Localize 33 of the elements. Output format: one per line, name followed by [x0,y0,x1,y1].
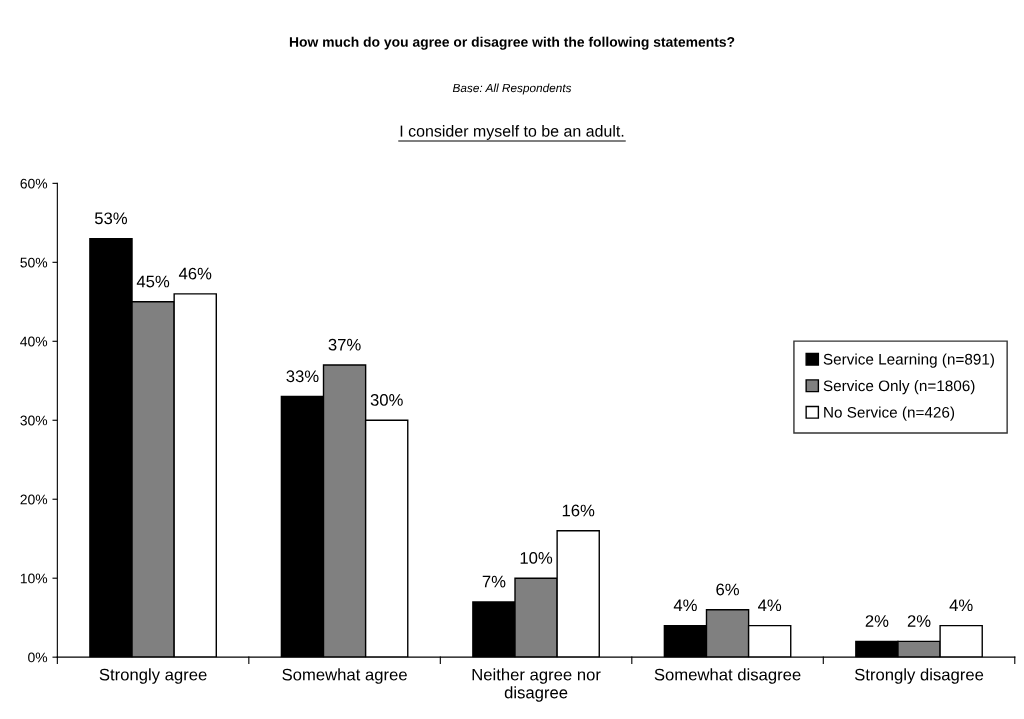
data-label: 16% [562,504,595,517]
chart-title: How much do you agree or disagree with the following statements? [289,36,735,50]
data-label: 45% [136,275,170,288]
data-label: 37% [328,338,361,351]
y-tick-label: 50% [20,257,48,268]
y-tick-label: 0% [28,652,48,663]
x-tick-label: Neither agree nor disagree [472,668,601,702]
data-label: 30% [370,394,403,406]
legend-label: Service Only (n=1806) [823,380,975,395]
data-label: 10% [520,551,553,564]
legend-label: No Service (n=426) [824,406,955,421]
text: I consider myself to be an adult. [400,125,624,140]
y-tick-label: 20% [20,494,48,505]
chart-subtitle: Base: All Respondents [452,83,572,95]
data-label: 4% [758,599,782,612]
data-label: 46% [178,267,212,280]
y-tick-label: 10% [20,573,48,584]
data-label: 33% [286,370,319,383]
y-tick-label: 30% [20,415,48,426]
data-label: 4% [949,599,973,612]
x-tick-label: Strongly agree [99,668,207,684]
y-tick-label: 60% [20,178,48,189]
data-label: 53% [94,212,128,225]
data-label: 2% [907,615,931,627]
data-label: 6% [716,583,739,596]
legend-label: Service Learning (n=891) [823,353,994,368]
x-tick-label: Somewhat disagree [654,668,801,684]
x-tick-label: Strongly disagree [854,668,984,684]
y-tick-label: 40% [20,336,48,347]
data-label: 2% [865,615,889,627]
x-tick-label: Somewhat agree [282,668,407,684]
data-label: 7% [482,575,506,588]
data-label: 4% [673,599,697,612]
